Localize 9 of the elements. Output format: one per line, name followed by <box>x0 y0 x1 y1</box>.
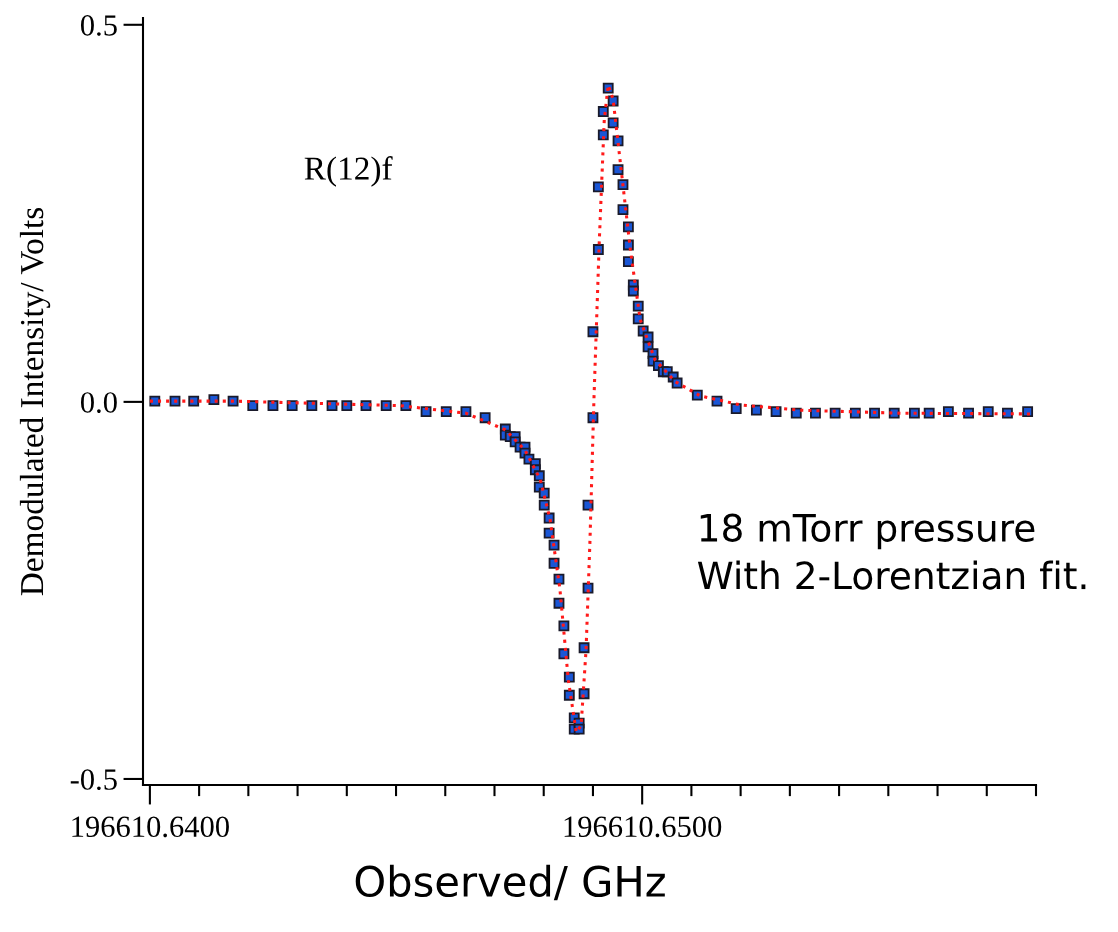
y-tick-label: 0.5 <box>80 15 117 36</box>
y-tick-label: 0.0 <box>80 392 117 413</box>
x-tick-label: 196610.6500 <box>564 816 722 838</box>
y-tick-label: -0.5 <box>70 769 117 790</box>
annotation: 18 mTorr pressure With 2-Lorentzian fit. <box>697 513 1086 590</box>
x-tick-label: 196610.6400 <box>72 816 229 838</box>
annotation: R(12)f <box>304 156 393 187</box>
y-axis-title: Demodulated Intensity/ Volts <box>19 207 51 596</box>
x-axis-title: Observed/ GHz <box>355 864 665 901</box>
